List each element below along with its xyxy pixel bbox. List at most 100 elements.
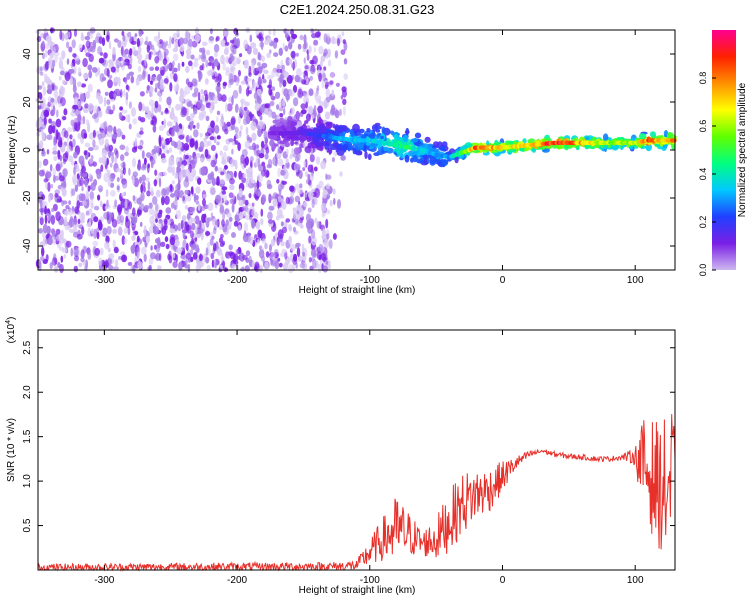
heatmap-noise-mark (63, 254, 67, 259)
heatmap-noise-mark (279, 113, 284, 118)
heatmap-noise-mark (280, 169, 286, 176)
heatmap-noise-mark (138, 101, 143, 112)
heatmap-ridge-mark (366, 128, 371, 132)
heatmap-noise-mark (73, 96, 79, 107)
heatmap-noise-mark (199, 254, 204, 262)
heatmap-ridge-mark (576, 144, 580, 151)
heatmap-noise-mark (54, 97, 58, 106)
heatmap-noise-mark (113, 126, 117, 135)
heatmap-noise-mark (78, 193, 84, 202)
heatmap-noise-mark (129, 36, 133, 42)
heatmap-noise-mark (193, 192, 197, 203)
heatmap-noise-mark (246, 45, 252, 55)
heatmap-noise-mark (321, 212, 326, 218)
heatmap-noise-mark (53, 174, 56, 183)
heatmap-noise-mark (341, 86, 347, 93)
heatmap-noise-mark (61, 133, 65, 142)
heatmap-noise-mark (64, 33, 69, 41)
heatmap-noise-mark (256, 190, 262, 197)
heatmap-ridge-mark (662, 144, 668, 149)
heatmap-noise-mark (241, 176, 247, 184)
heatmap-noise-mark (297, 43, 302, 50)
heatmap-noise-mark (67, 127, 73, 133)
heatmap-noise-mark (229, 184, 235, 191)
heatmap-noise-mark (132, 140, 137, 147)
heatmap-noise-mark (194, 57, 199, 62)
heatmap-noise-mark (121, 134, 126, 140)
snr-series-line (37, 414, 676, 572)
heatmap-noise-mark (277, 203, 280, 209)
heatmap-ridge-mark (442, 148, 447, 152)
heatmap-noise-mark (182, 239, 187, 250)
heatmap-noise-mark (260, 40, 264, 51)
heatmap-noise-mark (81, 172, 88, 178)
heatmap-noise-mark (212, 243, 217, 252)
heatmap-noise-mark (308, 45, 312, 54)
heatmap-noise-mark (47, 84, 51, 91)
heatmap-ridge-mark (429, 159, 436, 166)
heatmap-noise-mark (179, 37, 184, 46)
heatmap-noise-mark (132, 264, 136, 274)
heatmap-noise-mark (342, 106, 346, 116)
heatmap-noise-mark (82, 57, 88, 68)
heatmap-noise-mark (313, 39, 319, 46)
heatmap-noise-mark (322, 72, 326, 82)
heatmap-noise-mark (207, 127, 213, 136)
heatmap-noise-mark (271, 111, 277, 119)
heatmap-noise-mark (197, 98, 203, 109)
heatmap-noise-mark (105, 189, 109, 198)
heatmap-noise-mark (71, 160, 75, 166)
heatmap-noise-mark (228, 96, 232, 103)
heatmap-noise-mark (38, 228, 43, 234)
heatmap-noise-mark (174, 124, 180, 133)
heatmap-noise-mark (87, 227, 92, 237)
heatmap-noise-mark (268, 29, 272, 36)
heatmap-noise-mark (113, 76, 120, 83)
heatmap-ridge-mark (414, 132, 422, 139)
heatmap-noise-mark (71, 39, 76, 49)
heatmap-noise-mark (281, 248, 287, 254)
heatmap-noise-mark (52, 150, 58, 155)
heatmap-noise-mark (269, 244, 272, 252)
heatmap-noise-mark (154, 169, 158, 176)
heatmap-noise-mark (76, 200, 81, 210)
heatmap-noise-mark (322, 265, 328, 273)
heatmap-noise-mark (207, 202, 214, 212)
colorbar-tick-label: 0.0 (698, 264, 708, 277)
heatmap-noise-mark (148, 225, 154, 234)
heatmap-noise-mark (66, 58, 70, 65)
heatmap-noise-mark (109, 190, 116, 197)
heatmap-noise-mark (188, 100, 193, 107)
heatmap-noise-mark (132, 157, 136, 168)
heatmap-noise-mark (120, 154, 125, 162)
heatmap-noise-mark (311, 198, 315, 209)
heatmap-noise-mark (161, 139, 166, 146)
heatmap-noise-mark (264, 169, 270, 179)
heatmap-noise-mark (201, 94, 205, 103)
heatmap-noise-mark (98, 257, 103, 266)
heatmap-noise-mark (39, 200, 43, 209)
heatmap-noise-mark (216, 141, 220, 146)
heatmap-noise-mark (77, 101, 82, 110)
heatmap-noise-mark (311, 114, 315, 120)
heatmap-noise-mark (159, 84, 166, 90)
heatmap-noise-mark (331, 89, 335, 97)
heatmap-noise-mark (268, 195, 274, 200)
heatmap-noise-mark (48, 124, 53, 135)
heatmap-noise-mark (238, 69, 241, 77)
heatmap-noise-mark (229, 198, 235, 204)
heatmap-noise-mark (70, 62, 74, 69)
heatmap-noise-mark (53, 155, 58, 162)
heatmap-noise-mark (277, 146, 281, 155)
heatmap-noise-mark (197, 177, 202, 185)
heatmap-noise-mark (98, 157, 104, 164)
heatmap-noise-mark (210, 159, 216, 168)
heatmap-noise-mark (59, 263, 64, 274)
heatmap-noise-mark (184, 29, 190, 40)
heatmap-noise-mark (314, 92, 318, 98)
heatmap-noise-mark (95, 92, 101, 100)
heatmap-noise-mark (121, 180, 128, 189)
heatmap-ridge-mark (340, 147, 349, 151)
heatmap-noise-mark (231, 95, 234, 106)
heatmap-noise-mark (60, 255, 64, 263)
